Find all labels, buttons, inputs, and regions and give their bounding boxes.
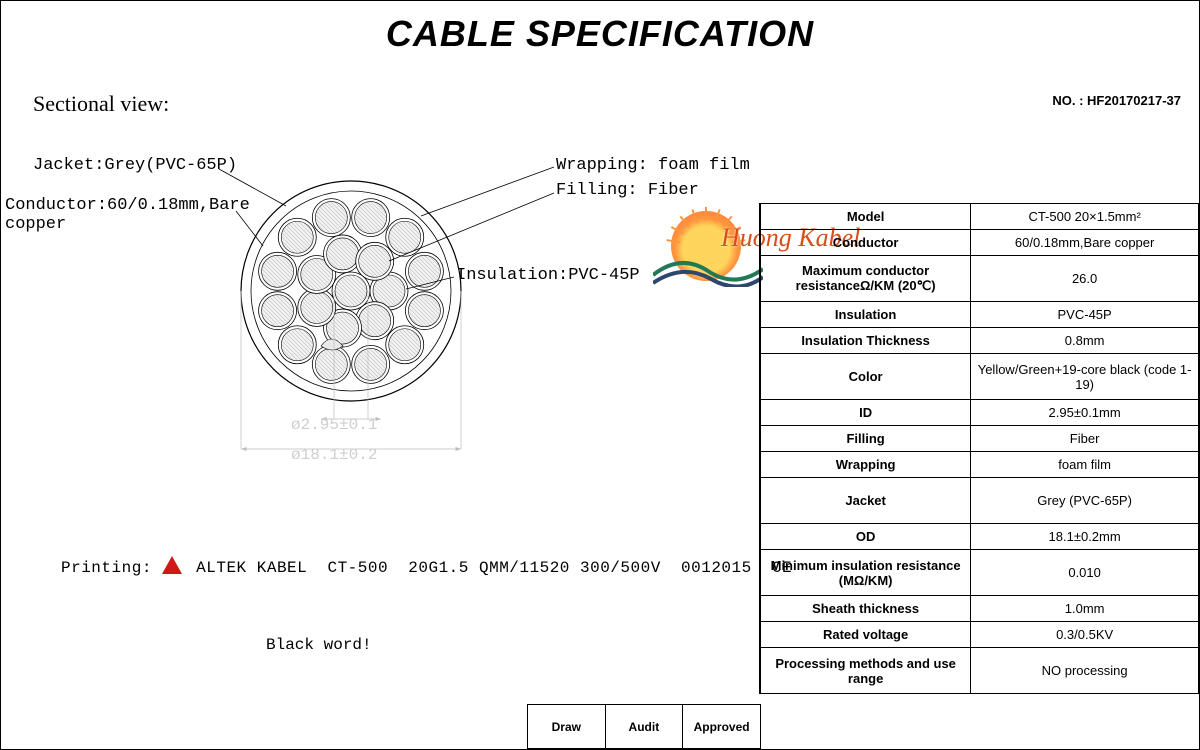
spec-value: 26.0 <box>971 256 1199 302</box>
table-row: OD18.1±0.2mm <box>761 524 1199 550</box>
spec-value: Fiber <box>971 426 1199 452</box>
table-row: Rated voltage0.3/0.5KV <box>761 622 1199 648</box>
signoff-draw: Draw <box>528 705 606 749</box>
doc-number: NO. : HF20170217-37 <box>1052 93 1181 108</box>
spec-value: 60/0.18mm,Bare copper <box>971 230 1199 256</box>
table-row: ID2.95±0.1mm <box>761 400 1199 426</box>
table-row: Wrappingfoam film <box>761 452 1199 478</box>
spec-value: CT-500 20×1.5mm² <box>971 204 1199 230</box>
spec-value: foam film <box>971 452 1199 478</box>
signoff-approved: Approved <box>683 705 761 749</box>
spec-value: NO processing <box>971 648 1199 694</box>
table-row: InsulationPVC-45P <box>761 302 1199 328</box>
spec-label: Sheath thickness <box>761 596 971 622</box>
spec-label: Processing methods and use range <box>761 648 971 694</box>
black-word-note: Black word! <box>266 636 372 654</box>
leader-lines <box>1 1 761 421</box>
spec-label: Model <box>761 204 971 230</box>
spec-label: Rated voltage <box>761 622 971 648</box>
spec-label: Insulation Thickness <box>761 328 971 354</box>
spec-value: Grey (PVC-65P) <box>971 478 1199 524</box>
spec-label: Conductor <box>761 230 971 256</box>
table-row: Processing methods and use rangeNO proce… <box>761 648 1199 694</box>
spec-label: Wrapping <box>761 452 971 478</box>
table-row: Minimum insulation resistance (MΩ/KM)0.0… <box>761 550 1199 596</box>
spec-label: ID <box>761 400 971 426</box>
printing-text: ALTEK KABEL CT-500 20G1.5 QMM/11520 300/… <box>196 559 792 577</box>
spec-label: Jacket <box>761 478 971 524</box>
spec-value: 0.3/0.5KV <box>971 622 1199 648</box>
spec-value: 2.95±0.1mm <box>971 400 1199 426</box>
dimension-outer: ø18.1±0.2 <box>291 446 377 464</box>
spec-value: 1.0mm <box>971 596 1199 622</box>
table-row: FillingFiber <box>761 426 1199 452</box>
signoff-table: Draw Audit Approved <box>527 704 761 749</box>
spec-value: PVC-45P <box>971 302 1199 328</box>
table-row: ColorYellow/Green+19-core black (code 1-… <box>761 354 1199 400</box>
table-row: Conductor60/0.18mm,Bare copper <box>761 230 1199 256</box>
spec-table-container: ModelCT-500 20×1.5mm²Conductor60/0.18mm,… <box>759 203 1199 694</box>
spec-label: Minimum insulation resistance (MΩ/KM) <box>761 550 971 596</box>
table-row: Insulation Thickness0.8mm <box>761 328 1199 354</box>
spec-value: Yellow/Green+19-core black (code 1-19) <box>971 354 1199 400</box>
spec-label: Filling <box>761 426 971 452</box>
printing-line: Printing: ALTEK KABEL CT-500 20G1.5 QMM/… <box>61 556 792 577</box>
table-row: JacketGrey (PVC-65P) <box>761 478 1199 524</box>
spec-label: OD <box>761 524 971 550</box>
spec-value: 0.010 <box>971 550 1199 596</box>
spec-table: ModelCT-500 20×1.5mm²Conductor60/0.18mm,… <box>760 203 1199 694</box>
signoff-audit: Audit <box>605 705 683 749</box>
table-row: Maximum conductor resistanceΩ/KM (20℃)26… <box>761 256 1199 302</box>
table-row: ModelCT-500 20×1.5mm² <box>761 204 1199 230</box>
spec-value: 18.1±0.2mm <box>971 524 1199 550</box>
table-row: Sheath thickness1.0mm <box>761 596 1199 622</box>
spec-label: Insulation <box>761 302 971 328</box>
spec-value: 0.8mm <box>971 328 1199 354</box>
spec-label: Color <box>761 354 971 400</box>
altek-logo-icon <box>162 556 182 574</box>
printing-label: Printing: <box>61 559 152 577</box>
spec-label: Maximum conductor resistanceΩ/KM (20℃) <box>761 256 971 302</box>
